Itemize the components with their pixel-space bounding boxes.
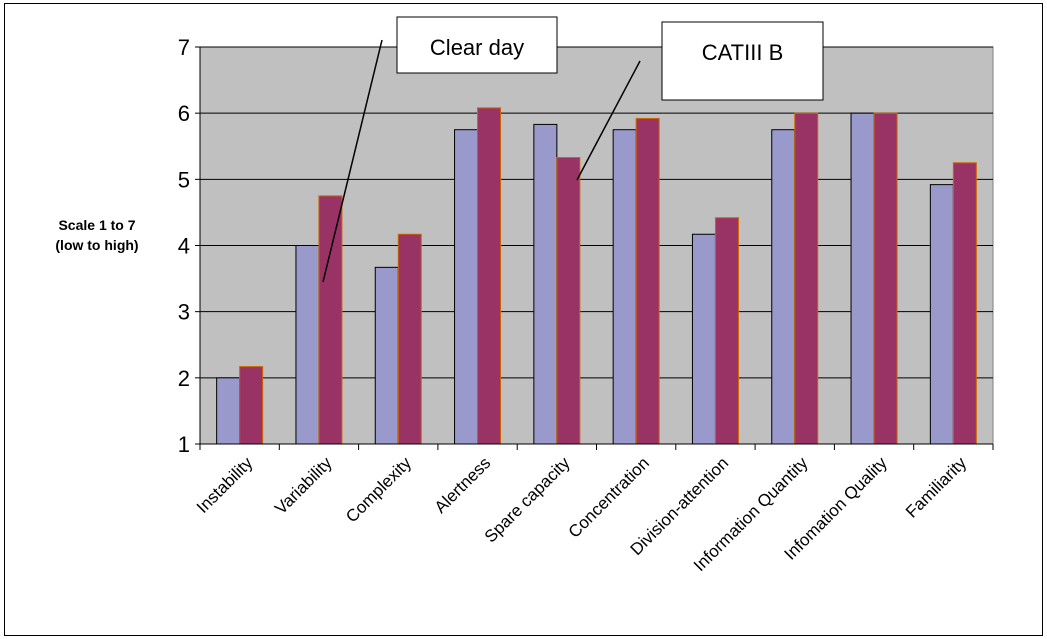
y-axis-label-line2: (low to high) (55, 237, 138, 253)
bar-catiii-b (873, 112, 898, 445)
callout-box (396, 16, 558, 74)
callout-leader-line (322, 39, 383, 283)
bar-catiii-b (635, 117, 660, 445)
bar-clear-day (850, 112, 875, 445)
y-tick-label: 6 (178, 101, 190, 126)
series-name-label: Clear day (430, 35, 524, 60)
x-category-label: Variability (271, 453, 336, 518)
bar-catiii-b (556, 156, 581, 445)
y-tick-label: 2 (178, 366, 190, 391)
callout-box (661, 21, 824, 101)
bar-catiii-b (714, 217, 739, 445)
y-axis-label-line1: Scale 1 to 7 (58, 217, 135, 233)
bar-clear-day (691, 233, 716, 445)
bar-clear-day (929, 184, 954, 445)
bar-clear-day (771, 129, 796, 445)
bars (216, 107, 977, 445)
series-name-label: CATIII B (702, 40, 784, 65)
y-tick-labels: 1 2 3 4 5 6 7 (178, 35, 190, 457)
y-tick-label: 3 (178, 300, 190, 325)
axes (195, 46, 994, 450)
x-category-label: Complexity (342, 453, 415, 526)
y-tick-label: 1 (178, 432, 190, 457)
bar-catiii-b (952, 162, 977, 445)
bar-clear-day (216, 377, 241, 445)
y-tick-label: 5 (178, 167, 190, 192)
bar-clear-day (295, 245, 320, 445)
y-tick-label: 7 (178, 35, 190, 60)
x-category-label: Concentration (565, 453, 653, 541)
bar-clear-day (612, 129, 637, 445)
x-category-label: Familiarity (902, 453, 971, 522)
bar-catiii-b (239, 366, 264, 445)
bar-clear-day (454, 129, 479, 445)
callout-leader-line (576, 60, 641, 181)
x-category-label: Alertness (431, 453, 495, 517)
series-callouts: Clear day CATIII B (322, 16, 824, 283)
bar-catiii-b (794, 112, 819, 445)
x-category-labels: Instability Variability Complexity Alertnes… (193, 453, 971, 575)
bar-catiii-b (397, 233, 422, 445)
x-category-label: Instability (193, 453, 257, 517)
bar-clear-day (374, 266, 399, 445)
bar-catiii-b (477, 107, 502, 445)
y-tick-label: 4 (178, 234, 190, 259)
bar-clear-day (533, 123, 558, 445)
x-category-label: Spare capacity (481, 453, 574, 546)
bar-catiii-b (318, 195, 343, 445)
